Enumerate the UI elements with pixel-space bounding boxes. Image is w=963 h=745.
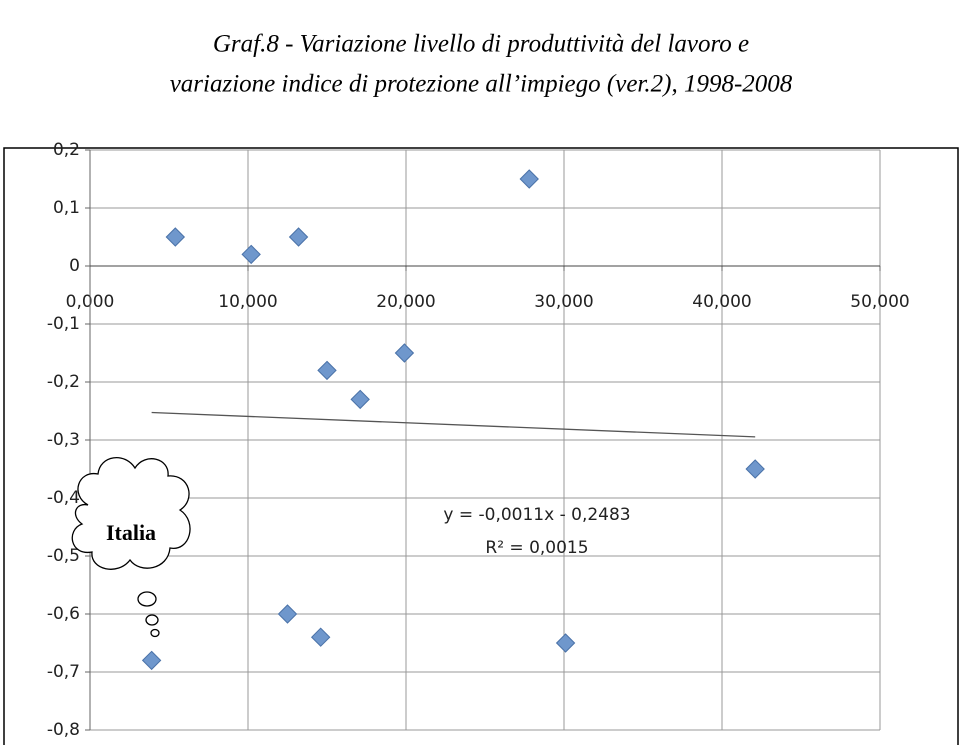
point (745, 459, 765, 479)
y-tick-label: -0,8 (47, 720, 80, 740)
point (165, 227, 186, 247)
point (310, 627, 331, 647)
point (394, 343, 415, 363)
point (317, 360, 337, 381)
trend-equation: y = -0,0011x - 0,2483 (443, 505, 630, 525)
y-tick-label: 0,2 (53, 140, 80, 160)
y-tick-label: -0,3 (47, 430, 80, 450)
annotation-cloud (71, 457, 191, 638)
chart-title: Graf.8 - Variazione livello di produttiv… (213, 31, 749, 58)
y-tick-label: -0,6 (47, 604, 80, 624)
chart-border (3, 147, 959, 745)
chart-subtitle: variazione indice di protezione all’impi… (170, 71, 793, 98)
y-tick-label: 0,1 (53, 198, 80, 218)
point (555, 633, 576, 653)
point (519, 169, 539, 189)
x-tick-label: 40,000 (692, 292, 751, 312)
point (288, 227, 309, 247)
y-tick-label: -0,2 (47, 372, 80, 392)
x-tick-label: 50,000 (850, 292, 909, 312)
trendline (151, 411, 756, 438)
point (141, 650, 162, 671)
point (350, 389, 370, 410)
y-tick-label: 0 (69, 256, 80, 276)
x-tick-label: 20,000 (376, 292, 435, 312)
y-tick-label: -0,4 (47, 488, 80, 508)
x-tick-label: 10,000 (218, 292, 277, 312)
y-tick-label: -0,5 (47, 546, 80, 566)
plot-area: 0,20,10-0,1-0,2-0,3-0,4-0,5-0,6-0,7-0,80… (47, 140, 910, 740)
trend-r2: R² = 0,0015 (485, 538, 588, 558)
y-tick-label: -0,7 (47, 662, 80, 682)
annotation: Italia (106, 520, 156, 545)
point (277, 604, 298, 624)
point (241, 244, 261, 265)
x-tick-label: 30,000 (534, 292, 593, 312)
y-tick-label: -0,1 (47, 314, 80, 334)
